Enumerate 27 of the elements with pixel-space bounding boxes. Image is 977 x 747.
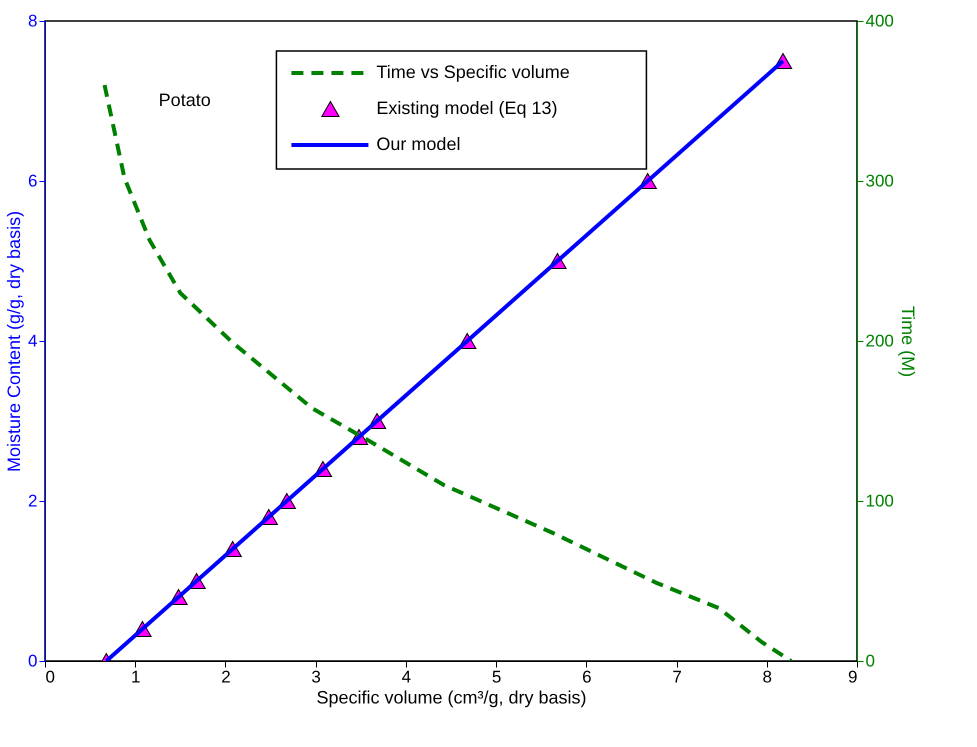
x-tick-label: 1 — [130, 668, 140, 686]
y2-tick-label: 0 — [866, 652, 875, 670]
y-axis-title: Moisture Content (g/g, dry basis) — [4, 210, 24, 472]
y2-tick-label: 200 — [866, 332, 894, 350]
y2-axis-title: Time (M) — [898, 306, 918, 378]
legend-label: Time vs Specific volume — [376, 62, 570, 82]
x-tick-label: 5 — [492, 668, 502, 686]
x-tick-label: 8 — [762, 668, 772, 686]
x-tick-label: 2 — [221, 668, 231, 686]
x-tick-label: 9 — [848, 668, 858, 686]
annotation: Potato — [158, 90, 211, 110]
y-tick-label: 6 — [28, 172, 38, 190]
y-tick-label: 0 — [28, 652, 38, 670]
legend-label: Existing model (Eq 13) — [376, 98, 558, 118]
y-tick-label: 4 — [28, 332, 38, 350]
x-tick-label: 3 — [311, 668, 321, 686]
x-tick-label: 4 — [402, 668, 412, 686]
y-tick-label: 2 — [28, 492, 38, 510]
x-tick-label: 0 — [46, 668, 55, 686]
y2-tick-label: 400 — [866, 12, 894, 30]
legend-label: Our model — [376, 134, 460, 154]
y2-tick-label: 300 — [866, 172, 894, 190]
x-axis-title: Specific volume (cm³/g, dry basis) — [316, 688, 587, 708]
y-tick-label: 8 — [28, 12, 38, 30]
y2-tick-label: 100 — [866, 492, 894, 510]
x-tick-label: 7 — [672, 668, 682, 686]
x-tick-label: 6 — [582, 668, 592, 686]
